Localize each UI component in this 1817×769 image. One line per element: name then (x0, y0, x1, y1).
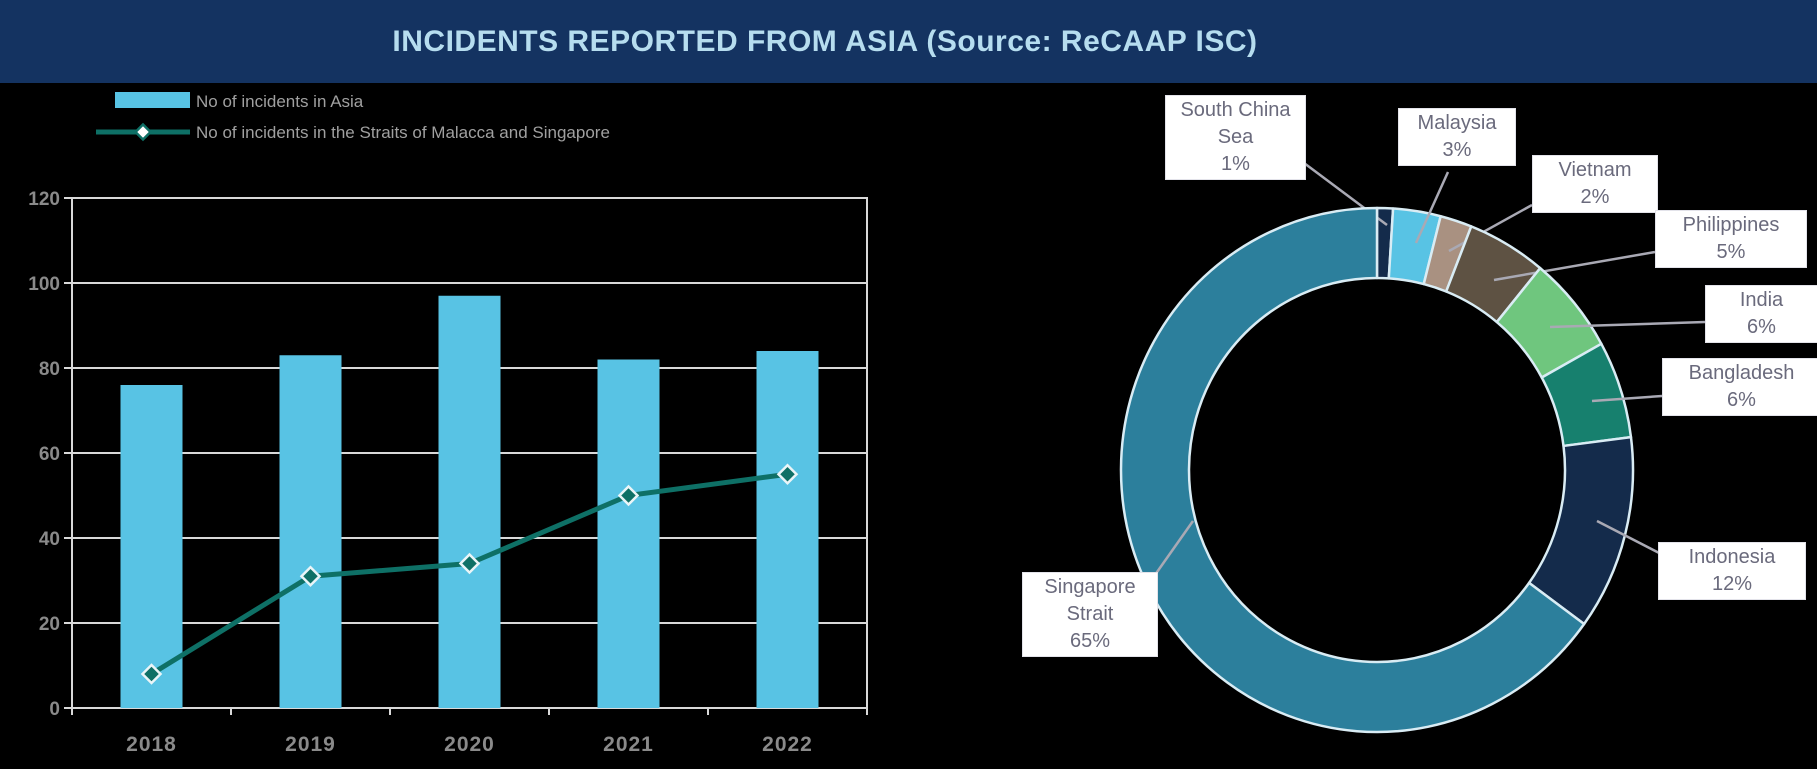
legend-marker-diamond (133, 122, 153, 142)
y-tick-label: 40 (39, 529, 60, 550)
marker-2018 (140, 663, 163, 685)
y-tick-label: 120 (28, 189, 60, 210)
legend-label-bar: No of incidents in Asia (196, 92, 364, 111)
leader-line-vietnam (1448, 203, 1533, 253)
leader-line-malaysia (1414, 171, 1450, 244)
bar-2022 (756, 351, 819, 708)
donut-slice-singapore-strait (1119, 206, 1586, 734)
marker-2020 (458, 552, 481, 575)
page-title: INCIDENTS REPORTED FROM ASIA (Source: Re… (392, 24, 1258, 58)
title-bar: INCIDENTS REPORTED FROM ASIA (Source: Re… (0, 0, 1817, 83)
bar-2019 (279, 355, 342, 708)
bar-2018 (120, 385, 183, 708)
bar-2020 (438, 295, 501, 708)
leader-line-philippines (1493, 250, 1656, 282)
x-tick-label: 2022 (762, 733, 813, 756)
y-tick-label: 80 (39, 359, 60, 380)
marker-2021 (617, 484, 640, 507)
x-tick-label: 2020 (444, 733, 495, 756)
y-tick-label: 100 (28, 274, 60, 295)
leader-line-india (1549, 320, 1706, 329)
y-tick-label: 20 (39, 614, 60, 635)
y-tick-label: 0 (49, 699, 60, 720)
bar-line-chart: 0 20 40 60 80 100 120 2018 2019 2020 2021 2022 No of… (28, 92, 868, 756)
leader-line-indonesia (1596, 519, 1666, 558)
legend-swatch-bar (115, 92, 190, 108)
bar-2021 (597, 359, 660, 708)
y-tick-label: 60 (39, 444, 60, 465)
donut-chart (1119, 158, 1706, 734)
x-tick-label: 2021 (603, 733, 654, 756)
marker-2019 (299, 565, 322, 588)
legend-label-line: No of incidents in the Straits of Malacc… (196, 123, 610, 142)
leader-line-singapore-strait (1148, 520, 1195, 583)
marker-2022 (776, 463, 799, 486)
leader-line-bangladesh (1591, 394, 1663, 403)
x-tick-label: 2019 (285, 733, 336, 756)
x-tick-label: 2018 (126, 733, 177, 756)
